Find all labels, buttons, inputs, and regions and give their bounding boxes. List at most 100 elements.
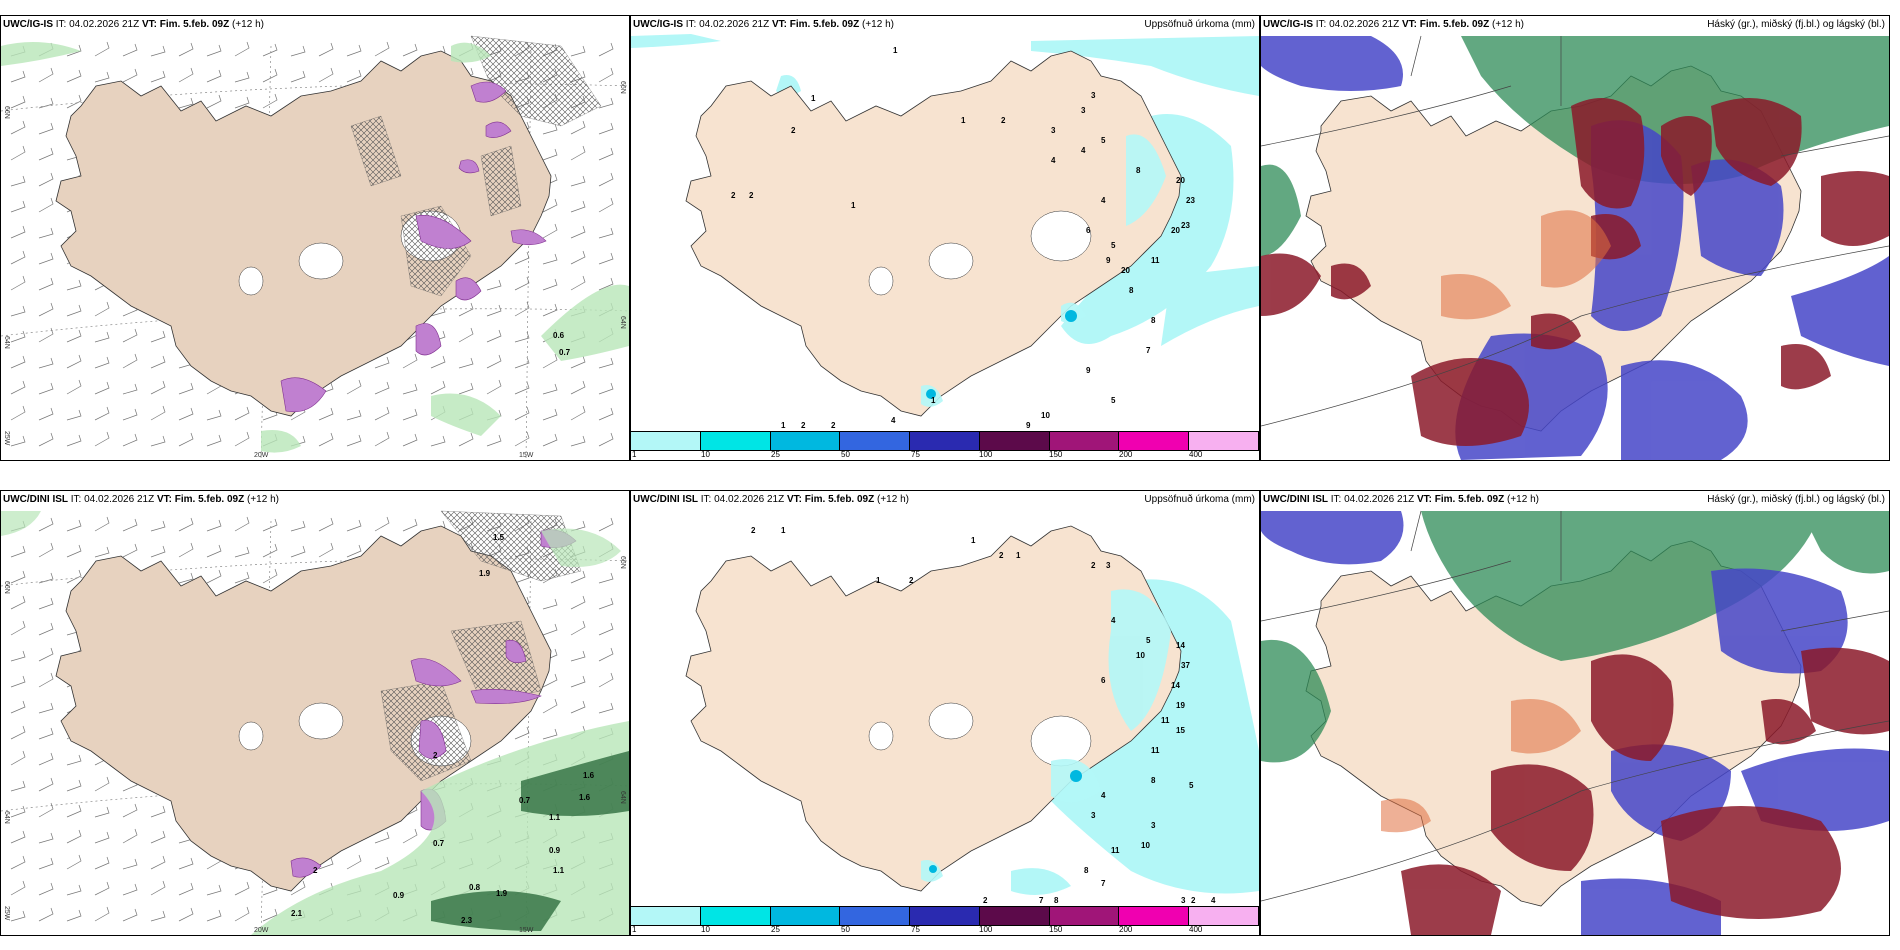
colorbar-tick: 200 xyxy=(1119,450,1133,459)
precip-value: 8 xyxy=(1084,866,1089,875)
colorbar-swatch xyxy=(1119,907,1190,925)
wind-barb xyxy=(150,545,166,558)
panel-title: Háský (gr.), miðský (fj.bl.) og lágský (… xyxy=(1707,494,1885,505)
wind-barb xyxy=(150,405,166,421)
precip-value: 5 xyxy=(1111,241,1116,250)
precip-value: 1 xyxy=(876,576,881,585)
panel-title: Uppsöfnuð úrkoma (mm) xyxy=(1144,19,1255,30)
wind-barb xyxy=(570,380,586,395)
vt-label: VT: xyxy=(786,494,802,505)
colorbar-swatch xyxy=(770,432,841,450)
wind-barb xyxy=(66,519,82,532)
panel-header: UWC/IG-IS IT: 04.02.2026 21Z VT: Fim. 5.… xyxy=(1263,19,1524,30)
precip-value: 1 xyxy=(781,526,786,535)
wind-barb xyxy=(150,380,166,395)
wind-barb xyxy=(94,356,110,369)
init-time: 04.02.2026 21Z xyxy=(714,494,785,505)
colorbar-swatch xyxy=(1049,907,1120,925)
wind-barb xyxy=(150,855,166,870)
wind-barb xyxy=(206,44,222,57)
precip-value: 4 xyxy=(1051,156,1056,165)
precip-value: 1 xyxy=(931,396,936,405)
wind-barb xyxy=(10,175,26,187)
model-name: UWC/IG-IS xyxy=(3,19,53,30)
grid-lines xyxy=(1261,35,1889,427)
precip-value: 2 xyxy=(791,126,796,135)
wind-barb xyxy=(346,854,362,870)
colorbar-swatch xyxy=(1189,907,1259,925)
wind-barb xyxy=(346,434,362,447)
wind-barb xyxy=(570,250,586,265)
colorbar-tick: 10 xyxy=(701,450,710,459)
cloud-orange xyxy=(1381,699,1581,833)
wind-barb xyxy=(542,383,558,395)
wind-barb xyxy=(318,42,334,57)
value-label: 0.6 xyxy=(553,331,565,340)
precip-value: 8 xyxy=(1054,896,1059,905)
precip-map xyxy=(685,525,1259,895)
wind-barb xyxy=(486,379,502,395)
wind-barb xyxy=(598,572,614,584)
precip-value: 20 xyxy=(1176,176,1185,185)
wind-barb xyxy=(234,516,250,532)
precip-value: 5 xyxy=(1146,636,1151,645)
wind-barb xyxy=(234,431,250,447)
precip-value: 7 xyxy=(1039,896,1044,905)
wind-barb xyxy=(94,546,110,558)
wind-barb xyxy=(542,728,558,740)
lat-label-right: 66N xyxy=(619,81,626,94)
wind-barb xyxy=(38,327,54,343)
vt-label: VT: xyxy=(771,19,787,30)
wind-barb xyxy=(458,382,474,395)
colorbar-tick: 50 xyxy=(841,450,850,459)
wind-barb xyxy=(374,381,390,395)
wind-barb xyxy=(542,278,558,291)
wind-barb xyxy=(66,754,82,766)
cloud-mid xyxy=(1261,511,1889,935)
wind-barb xyxy=(38,147,54,161)
wind-barb xyxy=(122,543,138,558)
wind-barb xyxy=(66,354,82,369)
wind-barb xyxy=(486,304,502,317)
wind-barb xyxy=(122,803,138,818)
value-label: 0.9 xyxy=(549,846,561,855)
wind-barb xyxy=(178,857,194,870)
panel-ig-cloud: UWC/IG-IS IT: 04.02.2026 21Z VT: Fim. 5.… xyxy=(1260,15,1890,461)
wind-barb xyxy=(570,355,586,369)
wind-barb xyxy=(38,517,54,532)
wind-barb xyxy=(178,882,194,896)
wind-barb xyxy=(66,94,82,109)
precip-value: 23 xyxy=(1181,221,1190,230)
it-label: IT: xyxy=(70,494,82,505)
precip-value: 2 xyxy=(1091,561,1096,570)
lat-label: 66N xyxy=(3,581,10,594)
precip-value: 5 xyxy=(1111,396,1116,405)
precip-value: 2 xyxy=(831,421,836,430)
valid-time: Fim. 5.feb. 09Z xyxy=(789,19,860,30)
lat-label: 64N xyxy=(3,336,10,349)
wind-barb xyxy=(150,805,166,818)
wind-barb xyxy=(598,147,614,161)
precip-value: 3 xyxy=(1081,106,1086,115)
value-label: 1.5 xyxy=(493,533,505,542)
wind-barb xyxy=(94,41,110,57)
iceland-land xyxy=(685,50,1182,417)
wind-barb xyxy=(38,777,54,792)
precip-value: 37 xyxy=(1181,661,1190,670)
wind-barb xyxy=(374,856,390,870)
panel-dini-wind: UWC/DINI ISL IT: 04.02.2026 21Z VT: Fim.… xyxy=(0,490,630,936)
wind-barb xyxy=(150,435,166,447)
wind-barb xyxy=(66,279,82,291)
wind-barb xyxy=(402,518,418,532)
init-time: 04.02.2026 21Z xyxy=(84,494,155,505)
value-label: 1.9 xyxy=(479,569,491,578)
wind-barb xyxy=(570,595,586,610)
init-time: 04.02.2026 21Z xyxy=(1329,19,1400,30)
wind-barb xyxy=(150,70,166,83)
panel-header: UWC/DINI ISL IT: 04.02.2026 21Z VT: Fim.… xyxy=(3,494,279,505)
wind-barb xyxy=(206,69,222,83)
lat-label: 64N xyxy=(3,811,10,824)
wind-barb xyxy=(542,303,558,317)
wind-barb xyxy=(598,647,614,662)
wind-barb xyxy=(10,595,26,610)
